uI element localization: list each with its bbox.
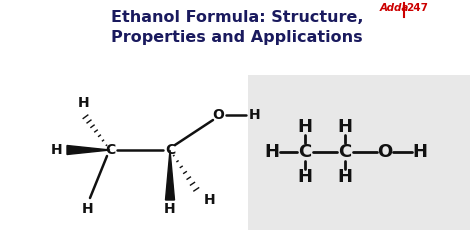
Text: O: O (212, 108, 224, 122)
Polygon shape (67, 146, 110, 155)
Text: H: H (164, 202, 176, 216)
Text: C: C (165, 143, 175, 157)
Text: H: H (78, 96, 90, 110)
Text: Adda: Adda (380, 3, 410, 13)
Text: H: H (298, 118, 312, 136)
Text: H: H (412, 143, 428, 161)
Text: H: H (337, 168, 353, 186)
Text: C: C (298, 143, 311, 161)
Text: H: H (82, 202, 94, 216)
Text: H: H (337, 118, 353, 136)
Text: C: C (338, 143, 352, 161)
Text: H: H (249, 108, 261, 122)
Text: H: H (264, 143, 280, 161)
Polygon shape (165, 150, 174, 200)
Text: H: H (298, 168, 312, 186)
Text: H: H (204, 193, 216, 207)
Text: 247: 247 (406, 3, 428, 13)
FancyBboxPatch shape (248, 75, 470, 230)
Text: Properties and Applications: Properties and Applications (111, 30, 363, 45)
Text: H: H (51, 143, 63, 157)
Text: O: O (377, 143, 392, 161)
Text: C: C (105, 143, 115, 157)
Text: Ethanol Formula: Structure,: Ethanol Formula: Structure, (111, 10, 363, 25)
